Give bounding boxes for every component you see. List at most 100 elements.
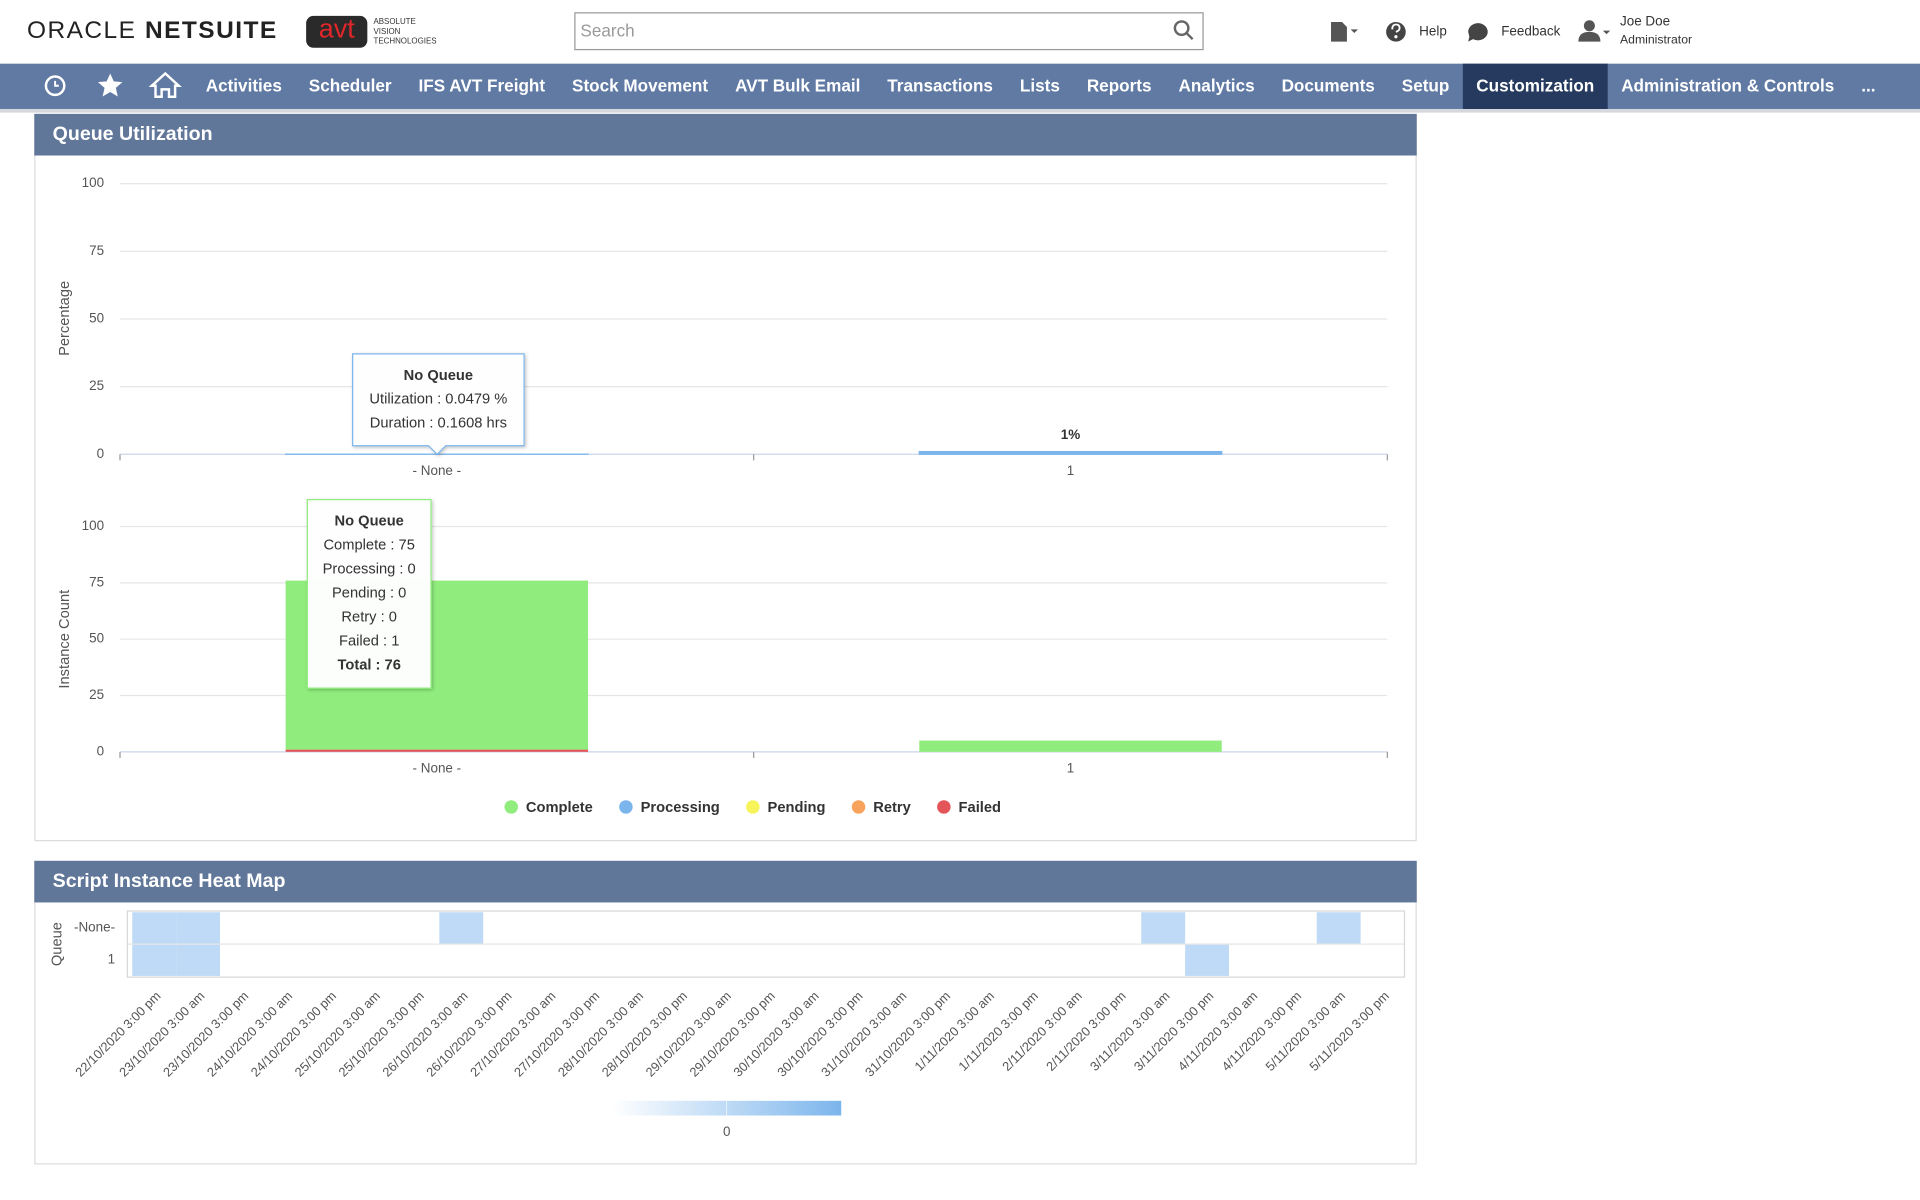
heat-cell [1316,912,1361,945]
search-icon[interactable] [1173,20,1190,37]
data-label: 1% [1061,427,1080,442]
y-tick-label: 0 [97,446,104,461]
help-icon-mark [1391,23,1401,33]
x-tick-label: 1 [1067,463,1074,478]
tooltip-title: No Queue [334,514,403,530]
search-placeholder: Search [580,20,634,40]
heat-cell [176,944,220,976]
tooltip-row: Processing : 0 [323,561,416,577]
brand-tagline: VISION [373,27,400,36]
legend-label[interactable]: Pending [768,800,826,816]
nav-item[interactable]: Customization [1476,75,1594,95]
tooltip-row: Retry : 0 [341,609,397,625]
tooltip-row: Duration : 0.1608 hrs [370,416,507,432]
panel-title: Queue Utilization [53,123,213,145]
nav-item[interactable]: Administration & Controls [1621,75,1834,95]
legend-label[interactable]: Retry [873,800,911,816]
feedback-icon[interactable] [1468,23,1488,42]
tooltip-row: Failed : 1 [339,633,399,649]
home-icon[interactable] [148,71,182,98]
logo-part: NETSUITE [145,17,278,44]
tooltip-row: Complete : 75 [323,537,414,553]
brand-tagline: TECHNOLOGIES [373,37,436,46]
user-name[interactable]: Joe Doe [1620,14,1670,29]
nav-item[interactable]: Transactions [887,75,993,95]
help-icon-dot [1394,35,1398,39]
tooltip-row: Utilization : 0.0479 % [369,392,507,408]
nav-item[interactable]: ... [1861,75,1875,95]
legend-label[interactable]: Complete [526,800,593,816]
favorites-icon[interactable] [97,73,123,97]
tooltip-row: Pending : 0 [332,585,406,601]
legend-marker [504,800,518,814]
nav-item[interactable]: Setup [1402,75,1450,95]
nav-shadow [0,108,1920,113]
y-tick-label: 1 [108,952,115,967]
user-icon[interactable] [1583,20,1595,32]
dropdown-caret [1350,29,1358,34]
colorbar-label: 0 [723,1124,730,1139]
y-tick-label: -None- [74,920,115,935]
nav-item[interactable]: Reports [1087,75,1152,95]
feedback-link[interactable]: Feedback [1501,23,1560,38]
legend-marker [746,800,760,814]
y-axis-label: Instance Count [57,590,73,689]
panel-header [34,113,1417,156]
recent-icon[interactable] [44,75,66,97]
heat-cell [132,912,177,945]
tooltip [352,353,525,456]
y-tick-label: 25 [89,378,104,393]
y-axis-label: Percentage [57,281,73,356]
legend-marker [937,800,951,814]
nav-item[interactable]: AVT Bulk Email [735,75,860,95]
nav-item[interactable]: IFS AVT Freight [419,75,546,95]
panel-title: Script Instance Heat Map [53,870,286,892]
brand-tagline: ABSOLUTE [373,17,415,26]
x-tick-label: 1 [1067,761,1074,776]
nav-item[interactable]: Activities [206,75,282,95]
legend-label[interactable]: Failed [959,800,1001,816]
heat-cell [132,944,177,976]
bar-segment [919,740,1222,752]
logo-part: ORACLE [27,17,136,44]
search-icon [1185,32,1194,41]
nav-item[interactable]: Documents [1282,75,1375,95]
tooltip [306,498,432,689]
x-tick-label: - None - [413,761,462,776]
legend-marker [851,800,866,814]
nav-item[interactable]: Stock Movement [572,75,708,95]
recent-icon [54,80,59,87]
y-tick-label: 25 [89,687,104,702]
nav-item[interactable]: Lists [1020,75,1060,95]
panel-header [34,860,1417,903]
brand-badge [306,15,368,48]
heat-cell [439,912,484,945]
y-tick-label: 50 [89,631,104,646]
brand: avt [319,14,355,44]
create-icon[interactable] [1331,22,1347,42]
help-link[interactable]: Help [1419,23,1447,38]
tooltips: No Queue Utilization : 0.0479 % Duration :… [306,353,525,689]
bar-segment [285,749,589,752]
legend: Complete Processing Pending Retry Failed [504,800,1001,816]
nav-menu: Activities Scheduler IFS AVT Freight Stock … [206,63,1876,109]
panel [34,113,1417,842]
header: ORACLE NETSUITE avt ABSOLUTE VISION TECHN… [27,12,1692,51]
y-tick-label: 0 [97,743,104,758]
nav-item[interactable]: Analytics [1178,75,1254,95]
panel [34,860,1417,1165]
search-box[interactable] [574,12,1204,51]
bar [918,450,1223,455]
user-icon [1578,31,1601,42]
logo[interactable]: ORACLE NETSUITE [27,17,278,44]
y-tick-label: 100 [82,175,104,190]
legend-marker [619,800,633,814]
legend-label[interactable]: Processing [641,800,720,816]
y-tick-label: 75 [89,574,104,589]
y-tick-label: 75 [89,243,104,258]
nav-item[interactable]: Scheduler [309,75,392,95]
heat-cell [1141,912,1186,945]
heat-cell [176,912,220,945]
y-axis-label: Queue [49,922,65,966]
